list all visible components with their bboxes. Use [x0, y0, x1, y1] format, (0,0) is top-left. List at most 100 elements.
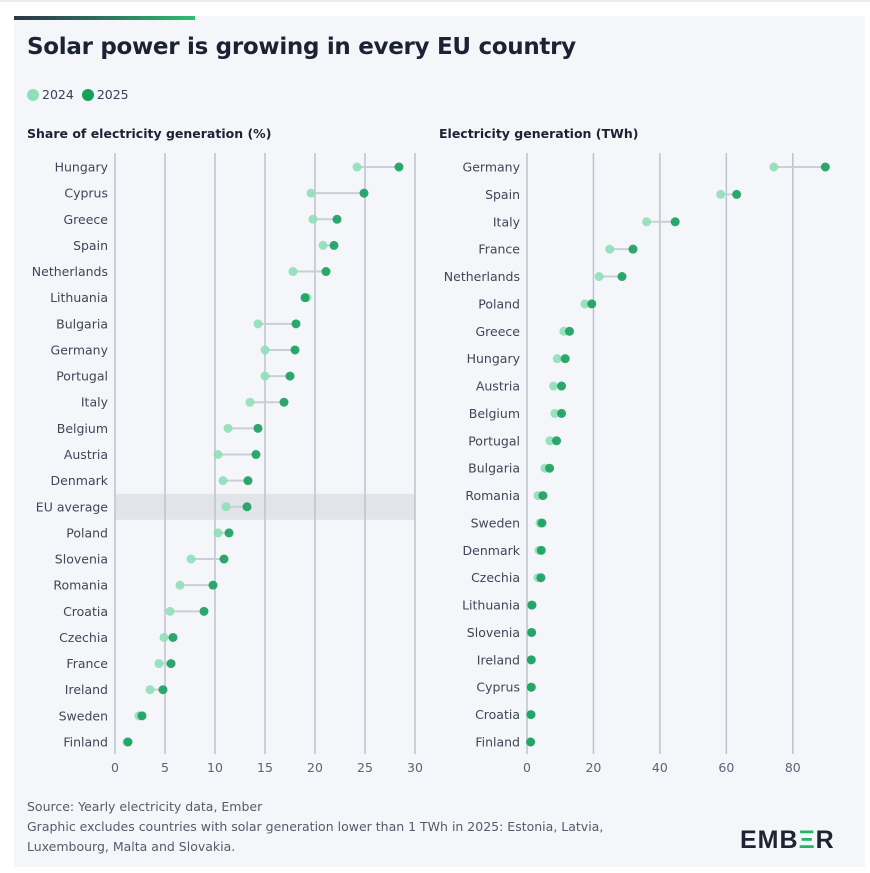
- right-chart-title: Electricity generation (TWh): [439, 126, 639, 141]
- twh-category-label: Spain: [485, 187, 520, 202]
- twh-point-2024: [552, 354, 562, 364]
- share-point-2025: [290, 345, 300, 355]
- twh-point-2025: [537, 518, 547, 528]
- share-tick-label: 10: [207, 760, 223, 775]
- share-point-2025: [219, 554, 229, 564]
- share-point-2025: [332, 214, 342, 224]
- twh-point-2024: [545, 436, 555, 446]
- twh-point-2025: [552, 436, 562, 446]
- twh-point-2025: [538, 491, 548, 501]
- share-category-label: Croatia: [63, 604, 108, 619]
- share-tick-label: 20: [307, 760, 323, 775]
- twh-point-2024: [605, 244, 615, 254]
- twh-point-2025: [527, 600, 537, 610]
- legend-label-2025: 2025: [96, 87, 129, 102]
- share-point-2024: [253, 319, 263, 329]
- share-point-2025: [243, 476, 253, 486]
- share-point-2025: [394, 162, 404, 172]
- share-point-2025: [329, 240, 339, 250]
- share-category-label: Poland: [66, 525, 108, 540]
- footer: Source: Yearly electricity data, Ember G…: [27, 797, 603, 857]
- twh-category-label: Denmark: [463, 543, 521, 558]
- twh-point-2025: [526, 710, 536, 720]
- share-point-2025: [279, 397, 289, 407]
- twh-category-label: Ireland: [477, 652, 520, 667]
- share-category-label: Belgium: [57, 421, 108, 436]
- chart-card: [14, 16, 865, 867]
- share-point-2024: [308, 214, 318, 224]
- twh-category-label: Hungary: [467, 351, 521, 366]
- left-chart-title: Share of electricity generation (%): [27, 126, 272, 141]
- top-divider: [0, 0, 870, 2]
- share-point-2024: [318, 240, 328, 250]
- source-note: Source: Yearly electricity data, Ember: [27, 799, 263, 814]
- share-point-2025: [359, 188, 369, 198]
- twh-point-2025: [527, 627, 537, 637]
- share-point-2024: [221, 502, 231, 512]
- share-point-2024: [218, 476, 228, 486]
- twh-category-label: Czechia: [471, 570, 520, 585]
- share-point-2025: [253, 423, 263, 433]
- share-tick-label: 25: [357, 760, 373, 775]
- share-point-2024: [213, 528, 223, 538]
- twh-category-label: Italy: [493, 214, 521, 229]
- share-category-label: Bulgaria: [56, 316, 108, 331]
- twh-point-2025: [587, 299, 597, 309]
- twh-point-2025: [565, 326, 575, 336]
- twh-category-label: Poland: [478, 296, 520, 311]
- twh-category-label: Sweden: [471, 515, 520, 530]
- share-point-2024: [145, 685, 155, 695]
- twh-category-label: Germany: [463, 160, 521, 175]
- share-point-2025: [168, 632, 178, 642]
- twh-point-2024: [716, 189, 726, 199]
- share-point-2025: [291, 319, 301, 329]
- twh-point-2024: [549, 381, 559, 391]
- twh-point-2025: [732, 189, 742, 199]
- share-tick-label: 30: [407, 760, 423, 775]
- twh-point-2025: [557, 381, 567, 391]
- twh-point-2025: [526, 737, 536, 747]
- share-category-label: France: [66, 656, 108, 671]
- twh-point-2025: [617, 272, 627, 282]
- share-point-2025: [321, 267, 331, 277]
- share-category-label: Netherlands: [32, 264, 108, 279]
- twh-point-2025: [670, 217, 680, 227]
- share-point-2024: [260, 345, 270, 355]
- share-point-2025: [242, 502, 252, 512]
- twh-category-label: Finland: [475, 735, 520, 750]
- exclusion-note-line1: Graphic excludes countries with solar ge…: [27, 819, 604, 834]
- twh-point-2025: [628, 244, 638, 254]
- share-point-2024: [352, 162, 362, 172]
- share-category-label: Austria: [64, 447, 108, 462]
- share-point-2025: [166, 659, 176, 669]
- twh-tick-label: 20: [585, 760, 601, 775]
- twh-point-2024: [769, 162, 779, 172]
- ember-logo: EMBΞR: [740, 826, 835, 854]
- share-category-label: Italy: [81, 395, 109, 410]
- legend-label-2024: 2024: [42, 87, 74, 102]
- twh-category-label: Austria: [476, 379, 520, 394]
- share-point-2025: [251, 450, 261, 459]
- twh-point-2025: [526, 682, 536, 692]
- twh-point-2025: [536, 573, 546, 583]
- twh-tick-label: 60: [718, 760, 734, 775]
- share-category-label: Lithuania: [50, 290, 108, 305]
- share-category-label: Czechia: [59, 630, 108, 645]
- share-point-2025: [285, 371, 295, 381]
- twh-point-2025: [536, 545, 546, 555]
- chart-title: Solar power is growing in every EU count…: [27, 34, 576, 60]
- share-category-label: Germany: [51, 342, 109, 357]
- share-tick-label: 15: [257, 760, 273, 775]
- share-point-2024: [186, 554, 196, 564]
- exclusion-note-line2: Luxembourg, Malta and Slovakia.: [27, 839, 236, 854]
- twh-point-2025: [526, 655, 536, 665]
- twh-point-2025: [557, 408, 567, 418]
- twh-category-label: Slovenia: [467, 625, 520, 640]
- share-category-label: Finland: [63, 735, 108, 750]
- share-category-label: Cyprus: [64, 186, 108, 201]
- share-tick-label: 5: [161, 760, 169, 775]
- twh-category-label: Greece: [476, 324, 521, 339]
- share-point-2025: [224, 528, 234, 538]
- share-category-label: Ireland: [65, 682, 108, 697]
- share-category-label: EU average: [36, 499, 109, 514]
